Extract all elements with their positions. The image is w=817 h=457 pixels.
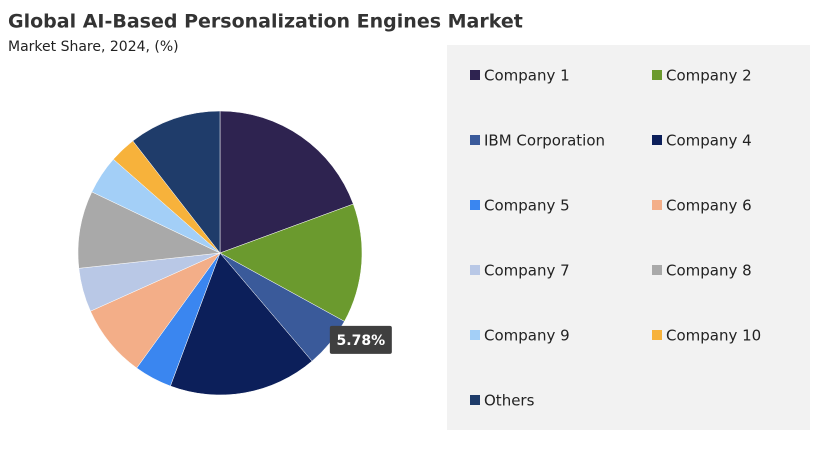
chart-subtitle: Market Share, 2024, (%) [8, 39, 179, 55]
pie-slice [132, 110, 221, 254]
legend-panel [447, 45, 810, 430]
legend-swatch [470, 200, 480, 210]
legend-swatch [470, 330, 480, 340]
data-label: 5.78% [337, 333, 386, 349]
legend-label: Others [484, 392, 535, 410]
chart-title: Global AI-Based Personalization Engines … [8, 11, 523, 33]
legend-label: Company 1 [484, 67, 570, 85]
data-label-box [329, 325, 392, 354]
pie-slice [170, 252, 313, 396]
legend-swatch [470, 395, 480, 405]
legend-swatch [652, 135, 662, 145]
pie-slice [219, 203, 363, 322]
legend-swatch [652, 200, 662, 210]
legend-swatch [470, 70, 480, 80]
legend-label: Company 4 [666, 132, 752, 150]
legend-swatch [470, 135, 480, 145]
legend-label: Company 7 [484, 262, 570, 280]
legend-label: Company 2 [666, 67, 752, 85]
legend-swatch [652, 70, 662, 80]
legend-label: IBM Corporation [484, 132, 605, 150]
legend-swatch [652, 330, 662, 340]
legend-swatch [470, 265, 480, 275]
legend-label: Company 10 [666, 327, 761, 345]
legend-label: Company 5 [484, 197, 570, 215]
legend-label: Company 8 [666, 262, 752, 280]
pie-slice [219, 110, 354, 254]
legend-label: Company 9 [484, 327, 570, 345]
legend-label: Company 6 [666, 197, 752, 215]
legend-swatch [652, 265, 662, 275]
